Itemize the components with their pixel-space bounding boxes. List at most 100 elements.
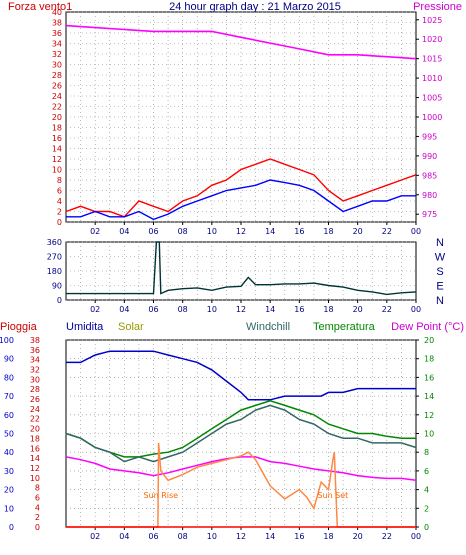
humidity-tick-label: 100 [0, 336, 14, 345]
direction-left-tick: 270 [47, 253, 62, 262]
x-tick-label: 20 [353, 305, 363, 314]
x-tick-label: 00 [411, 227, 421, 236]
x-tick-label: 18 [323, 305, 333, 314]
wind-left-tick: 38 [52, 19, 62, 28]
pressure-tick-label: 990 [422, 152, 437, 161]
rain-tick-label: 4 [35, 503, 40, 512]
x-tick-label: 10 [207, 532, 217, 541]
wind-left-tick: 18 [52, 124, 62, 133]
series-line-pressione [65, 24, 417, 60]
x-tick-label: 18 [323, 532, 333, 541]
rain-tick-label: 30 [30, 375, 40, 384]
humidity-tick-label: 20 [4, 486, 14, 495]
x-tick-label: 02 [90, 227, 100, 236]
rain-tick-label: 10 [30, 474, 40, 483]
x-tick-label: 12 [236, 305, 246, 314]
x-tick-label: 06 [148, 305, 158, 314]
x-tick-label: 12 [236, 532, 246, 541]
rain-tick-label: 18 [30, 434, 40, 443]
humidity-tick-label: 70 [4, 392, 14, 401]
pressure-tick-label: 980 [422, 191, 437, 200]
wind-left-tick: 4 [57, 197, 62, 206]
rain-tick-label: 26 [30, 395, 40, 404]
rain-tick-label: 34 [30, 356, 40, 365]
pressure-tick-label: 1015 [422, 55, 442, 64]
rain-tick-label: 8 [35, 484, 40, 493]
humidity-tick-label: 0 [9, 523, 14, 532]
pressure-tick-label: 985 [422, 171, 437, 180]
rain-tick-label: 22 [30, 415, 40, 424]
wind-left-tick: 36 [52, 29, 62, 38]
temp-right-tick-label: 18 [424, 355, 434, 364]
x-tick-label: 18 [323, 227, 333, 236]
x-tick-label: 02 [90, 305, 100, 314]
x-tick-label: 16 [294, 227, 304, 236]
direction-left-tick: 90 [52, 282, 62, 291]
wind-left-tick: 12 [52, 155, 62, 164]
x-tick-label: 14 [265, 305, 275, 314]
x-tick-label: 14 [265, 532, 275, 541]
x-tick-label: 08 [178, 227, 188, 236]
pressure-tick-label: 1000 [422, 113, 442, 122]
x-tick-label: 16 [294, 532, 304, 541]
humidity-tick-label: 90 [4, 355, 14, 364]
x-tick-label: 06 [148, 532, 158, 541]
compass-label: W [435, 252, 446, 264]
chart-title: 24 hour graph day : 21 Marzo 2015 [169, 1, 341, 13]
annotation-sunset: Sun Set [317, 491, 348, 500]
humidity-tick-label: 10 [4, 504, 14, 513]
humidity-tick-label: 50 [4, 430, 14, 439]
legend-pioggia: Pioggia [0, 321, 38, 333]
direction-left-tick: 0 [57, 296, 62, 305]
temp-right-tick-label: 10 [424, 430, 434, 439]
compass-label: E [436, 281, 443, 293]
x-tick-label: 00 [411, 532, 421, 541]
wind-left-tick: 10 [52, 166, 62, 175]
rain-tick-label: 38 [30, 336, 40, 345]
compass-label: S [436, 266, 443, 278]
x-tick-label: 00 [411, 305, 421, 314]
x-tick-label: 04 [119, 305, 129, 314]
x-tick-label: 14 [265, 227, 275, 236]
series-line-direction [66, 241, 417, 296]
series-line-temperatura [65, 400, 416, 458]
rain-tick-label: 32 [30, 366, 40, 375]
x-tick-label: 08 [178, 305, 188, 314]
temp-right-tick-label: 4 [424, 486, 429, 495]
pressure-axis-title: Pressione [413, 1, 462, 13]
x-tick-label: 10 [207, 227, 217, 236]
x-tick-label: 04 [119, 227, 129, 236]
wind-left-tick: 6 [57, 187, 62, 196]
x-tick-label: 22 [382, 227, 392, 236]
x-tick-label: 22 [382, 532, 392, 541]
temp-right-tick-label: 2 [424, 504, 429, 513]
rain-tick-label: 16 [30, 444, 40, 453]
series-line-dew-point [65, 456, 417, 482]
pressure-tick-label: 975 [422, 210, 437, 219]
x-tick-label: 20 [353, 227, 363, 236]
direction-left-tick: 360 [47, 238, 62, 247]
temp-right-tick-label: 8 [424, 448, 429, 457]
rain-tick-label: 14 [30, 454, 40, 463]
wind-left-tick: 2 [57, 208, 62, 217]
temp-right-tick-label: 0 [424, 523, 429, 532]
x-tick-label: 20 [353, 532, 363, 541]
wind-left-tick: 0 [57, 218, 62, 227]
wind-left-tick: 22 [52, 103, 62, 112]
wind-left-tick: 8 [57, 176, 62, 185]
rain-tick-label: 2 [35, 513, 40, 522]
pressure-tick-label: 1025 [422, 16, 442, 25]
humidity-tick-label: 40 [4, 448, 14, 457]
humidity-tick-label: 60 [4, 411, 14, 420]
x-tick-label: 02 [90, 532, 100, 541]
legend-temperatura: Temperatura [313, 321, 376, 333]
temp-right-tick-label: 20 [424, 336, 434, 345]
wind-left-tick: 24 [52, 92, 62, 101]
x-tick-label: 06 [148, 227, 158, 236]
series-line-gust [66, 179, 416, 221]
compass-label: N [436, 295, 444, 307]
rain-tick-label: 28 [30, 385, 40, 394]
x-tick-label: 16 [294, 305, 304, 314]
